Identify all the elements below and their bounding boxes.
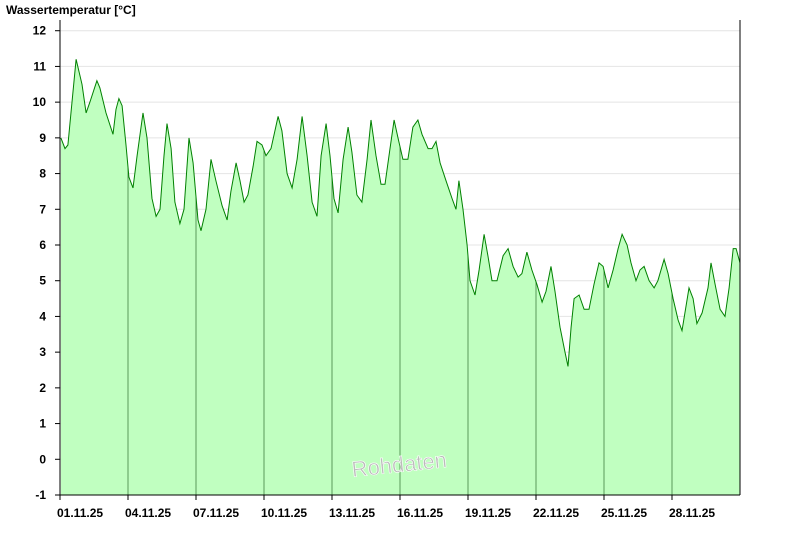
y-tick-label: 10 — [33, 95, 47, 109]
y-tick-label: 7 — [39, 202, 46, 216]
y-tick-label: 0 — [39, 452, 46, 466]
x-tick-label: 07.11.25 — [193, 506, 239, 520]
y-tick-label: 1 — [39, 417, 46, 431]
y-tick-label: 5 — [39, 274, 46, 288]
x-tick-label: 22.11.25 — [533, 506, 579, 520]
y-tick-label: 9 — [39, 131, 46, 145]
y-tick-label: 4 — [39, 309, 46, 323]
x-tick-label: 19.11.25 — [465, 506, 511, 520]
y-tick-label: 6 — [39, 238, 46, 252]
y-tick-label: 12 — [33, 24, 47, 38]
chart-title: Wassertemperatur [°C] — [6, 3, 136, 17]
x-tick-label: 13.11.25 — [329, 506, 375, 520]
x-tick-label: 16.11.25 — [397, 506, 443, 520]
x-tick-label: 01.11.25 — [57, 506, 103, 520]
y-tick-label: 3 — [39, 345, 46, 359]
x-tick-label: 25.11.25 — [601, 506, 647, 520]
y-tick-label: 11 — [33, 59, 46, 73]
x-tick-label: 10.11.25 — [261, 506, 307, 520]
x-tick-label: 28.11.25 — [669, 506, 715, 520]
y-tick-label: 8 — [39, 167, 46, 181]
area-line — [60, 59, 741, 367]
y-tick-label: 2 — [39, 381, 46, 395]
y-tick-label: -1 — [35, 488, 46, 502]
x-tick-label: 04.11.25 — [125, 506, 171, 520]
